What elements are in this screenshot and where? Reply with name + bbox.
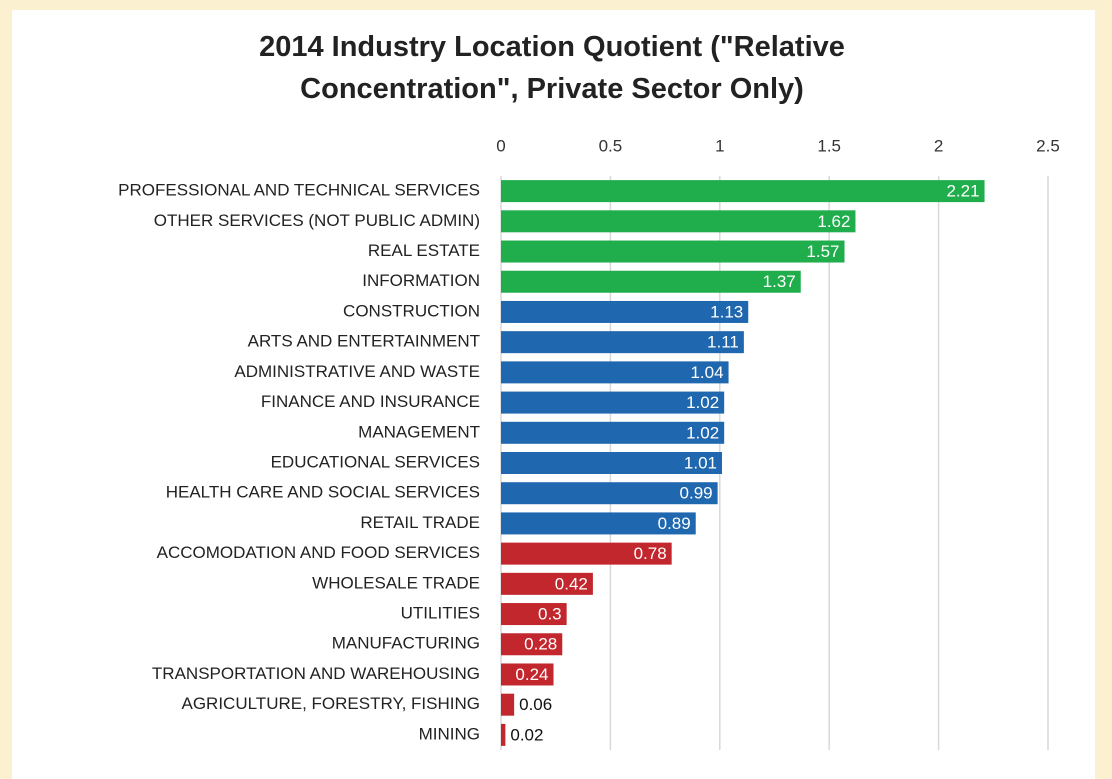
y-tick-label: TRANSPORTATION AND WAREHOUSING (152, 664, 480, 683)
value-label: 1.57 (806, 242, 839, 261)
value-label: 0.42 (555, 574, 588, 593)
y-tick-label: PROFESSIONAL AND TECHNICAL SERVICES (118, 181, 480, 200)
chart-title: 2014 Industry Location Quotient ("Relati… (259, 31, 845, 105)
y-tick-label: FINANCE AND INSURANCE (261, 392, 480, 411)
value-label: 0.99 (680, 484, 713, 503)
bar (501, 723, 506, 746)
value-label: 1.02 (686, 423, 719, 442)
bar (501, 421, 725, 444)
value-label: 0.3 (538, 605, 562, 624)
value-label: 0.78 (634, 544, 667, 563)
bar (501, 512, 696, 535)
bar (501, 663, 554, 686)
y-tick-label: RETAIL TRADE (360, 513, 480, 532)
value-label: 1.13 (710, 302, 743, 321)
y-tick-label: MANAGEMENT (358, 422, 480, 441)
bar (501, 452, 722, 474)
y-tick-label: UTILITIES (401, 604, 480, 623)
y-tick-label: ACCOMODATION AND FOOD SERVICES (157, 543, 480, 562)
value-label: 1.37 (763, 272, 796, 291)
bar (501, 210, 856, 233)
bar (501, 633, 563, 656)
value-label: 1.62 (817, 212, 850, 231)
bar (501, 542, 672, 565)
y-tick-label: INFORMATION (362, 271, 480, 290)
y-tick-label: ARTS AND ENTERTAINMENT (248, 332, 480, 351)
bar (501, 331, 744, 354)
x-tick-label: 0.5 (599, 136, 623, 155)
value-label: 1.01 (684, 453, 717, 472)
value-label: 1.02 (686, 393, 719, 412)
value-label: 1.04 (690, 363, 723, 382)
x-tick-label: 2.5 (1036, 136, 1060, 155)
x-tick-label: 2 (934, 136, 943, 155)
bar (501, 391, 725, 414)
value-label: 0.06 (519, 695, 552, 714)
x-tick-label: 0 (496, 136, 505, 155)
bar (501, 240, 845, 263)
y-tick-label: AGRICULTURE, FORESTRY, FISHING (182, 694, 481, 713)
value-label: 1.11 (707, 333, 739, 352)
y-tick-label: CONSTRUCTION (343, 301, 480, 320)
y-tick-label: REAL ESTATE (368, 241, 480, 260)
value-label: 0.28 (524, 635, 557, 654)
bar (501, 300, 749, 323)
x-tick-label: 1.5 (817, 136, 841, 155)
bar (501, 482, 718, 505)
bar (501, 180, 985, 203)
bar (501, 270, 801, 293)
value-label: 2.21 (946, 182, 979, 201)
y-tick-label: EDUCATIONAL SERVICES (271, 452, 480, 471)
bar (501, 693, 515, 716)
value-label: 0.24 (515, 665, 548, 684)
y-tick-label: WHOLESALE TRADE (312, 573, 480, 592)
y-tick-label: MINING (419, 724, 480, 743)
value-label: 0.02 (510, 725, 543, 744)
y-tick-label: OTHER SERVICES (NOT PUBLIC ADMIN) (154, 211, 480, 230)
y-tick-label: HEALTH CARE AND SOCIAL SERVICES (166, 483, 480, 502)
bar (501, 572, 593, 595)
value-label: 0.89 (658, 514, 691, 533)
bar (501, 361, 729, 384)
y-tick-label: MANUFACTURING (332, 634, 480, 653)
y-tick-label: ADMINISTRATIVE AND WASTE (234, 362, 480, 381)
x-tick-label: 1 (715, 136, 724, 155)
bar (501, 603, 567, 626)
